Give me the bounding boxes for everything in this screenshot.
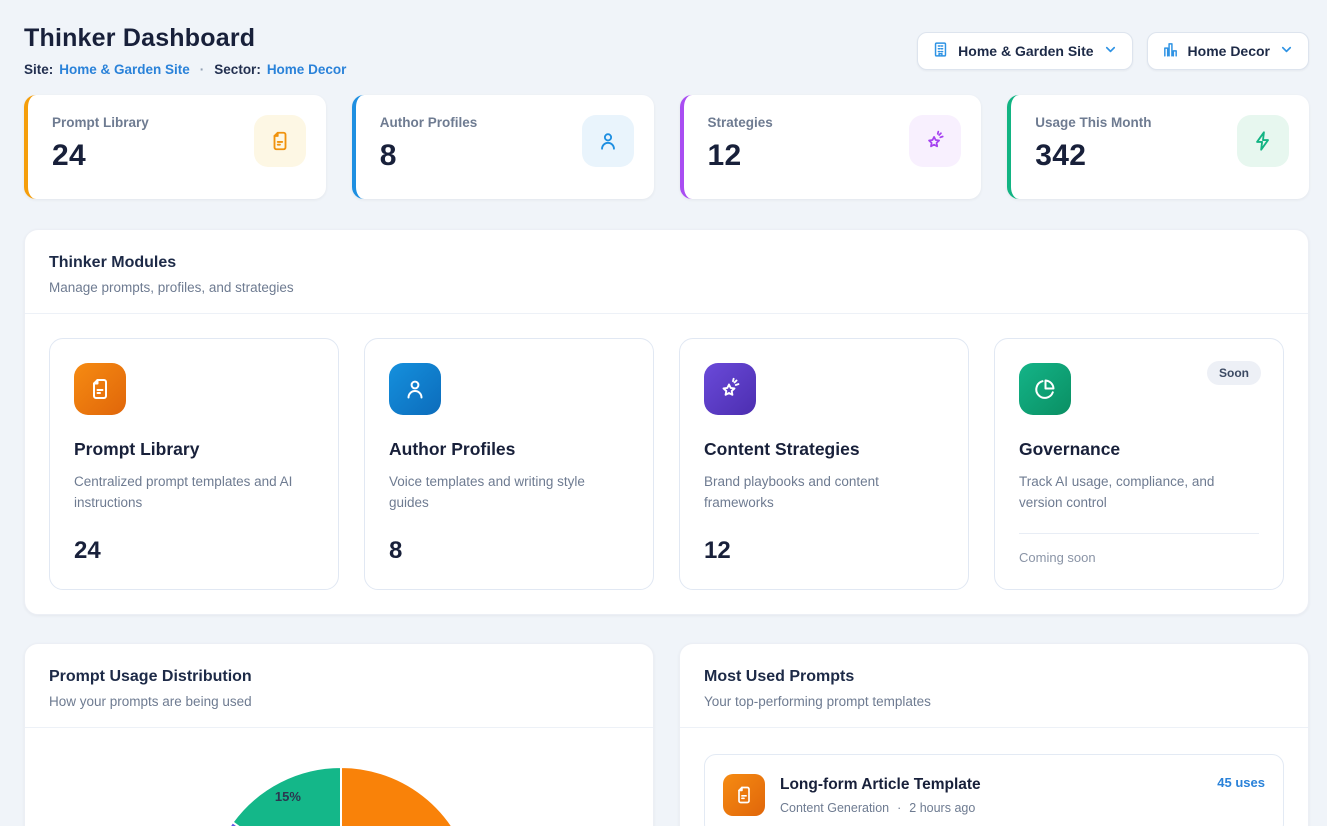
chevron-down-icon — [1279, 42, 1294, 60]
prompts-title: Most Used Prompts — [704, 668, 1284, 686]
module-description: Voice templates and writing style guides — [389, 472, 619, 514]
module-description: Brand playbooks and content frameworks — [704, 472, 934, 514]
document-icon — [74, 363, 126, 415]
usage-chart-subtitle: How your prompts are being used — [49, 694, 629, 709]
header-left: Thinker Dashboard Site: Home & Garden Si… — [24, 24, 346, 77]
modules-subtitle: Manage prompts, profiles, and strategies — [49, 280, 1284, 295]
document-icon — [723, 774, 765, 816]
sector-selector-label: Home Decor — [1188, 43, 1270, 59]
stat-card-author-profiles: Author Profiles 8 — [352, 95, 654, 199]
site-selector-label: Home & Garden Site — [958, 43, 1093, 59]
stat-label: Prompt Library — [52, 115, 149, 130]
module-count: 8 — [389, 537, 629, 565]
user-icon — [582, 115, 634, 167]
module-card-prompt-library[interactable]: Prompt Library Centralized prompt templa… — [49, 338, 339, 590]
stat-value: 342 — [1035, 139, 1151, 173]
bar-chart-icon — [1162, 41, 1179, 61]
soon-badge: Soon — [1207, 361, 1261, 385]
module-title: Governance — [1019, 439, 1259, 460]
stat-card-usage: Usage This Month 342 — [1007, 95, 1309, 199]
page-title: Thinker Dashboard — [24, 24, 346, 53]
stat-value: 8 — [380, 139, 478, 173]
donut-chart: 15% — [25, 728, 653, 826]
stat-value: 12 — [708, 139, 773, 173]
site-selector-button[interactable]: Home & Garden Site — [917, 32, 1132, 70]
user-icon — [389, 363, 441, 415]
stat-value: 24 — [52, 139, 149, 173]
pie-chart-icon — [1019, 363, 1071, 415]
prompt-category: Content Generation — [780, 801, 889, 815]
prompt-uses-badge: 45 uses — [1217, 775, 1265, 790]
module-description: Track AI usage, compliance, and version … — [1019, 472, 1249, 514]
module-card-governance[interactable]: Soon Governance Track AI usage, complian… — [994, 338, 1284, 590]
site-label: Site: — [24, 62, 53, 77]
building-icon — [932, 41, 949, 61]
bottom-row: Prompt Usage Distribution How your promp… — [24, 643, 1309, 826]
module-description: Centralized prompt templates and AI inst… — [74, 472, 304, 514]
usage-chart-title: Prompt Usage Distribution — [49, 668, 629, 686]
modules-grid: Prompt Library Centralized prompt templa… — [25, 314, 1308, 614]
module-card-content-strategies[interactable]: Content Strategies Brand playbooks and c… — [679, 338, 969, 590]
sector-label: Sector: — [214, 62, 261, 77]
sparkle-star-icon — [909, 115, 961, 167]
prompt-list: Long-form Article Template Content Gener… — [680, 728, 1308, 826]
module-card-author-profiles[interactable]: Author Profiles Voice templates and writ… — [364, 338, 654, 590]
stat-card-strategies: Strategies 12 — [680, 95, 982, 199]
module-title: Content Strategies — [704, 439, 944, 460]
chevron-down-icon — [1103, 42, 1118, 60]
most-used-prompts-panel: Most Used Prompts Your top-performing pr… — [679, 643, 1309, 826]
page-header: Thinker Dashboard Site: Home & Garden Si… — [24, 24, 1309, 77]
stat-label: Usage This Month — [1035, 115, 1151, 130]
lightning-icon — [1237, 115, 1289, 167]
stat-label: Strategies — [708, 115, 773, 130]
document-icon — [254, 115, 306, 167]
separator-dot: · — [897, 801, 901, 815]
thinker-modules-panel: Thinker Modules Manage prompts, profiles… — [24, 229, 1309, 615]
sector-link[interactable]: Home Decor — [267, 62, 347, 77]
module-count: 24 — [74, 537, 314, 565]
coming-soon-text: Coming soon — [1019, 533, 1259, 565]
prompt-list-item[interactable]: Long-form Article Template Content Gener… — [704, 754, 1284, 826]
breadcrumb: Site: Home & Garden Site · Sector: Home … — [24, 62, 346, 77]
site-link[interactable]: Home & Garden Site — [59, 62, 190, 77]
module-title: Author Profiles — [389, 439, 629, 460]
sector-selector-button[interactable]: Home Decor — [1147, 32, 1309, 70]
separator-dot: · — [196, 62, 209, 77]
prompt-title: Long-form Article Template — [780, 776, 981, 794]
sparkle-star-icon — [704, 363, 756, 415]
module-count: 12 — [704, 537, 944, 565]
usage-distribution-panel: Prompt Usage Distribution How your promp… — [24, 643, 654, 826]
stats-row: Prompt Library 24 Author Profiles 8 Stra… — [24, 95, 1309, 199]
prompt-timestamp: 2 hours ago — [909, 801, 975, 815]
module-title: Prompt Library — [74, 439, 314, 460]
header-actions: Home & Garden Site Home Decor — [917, 32, 1309, 70]
modules-title: Thinker Modules — [49, 254, 1284, 272]
stat-card-prompt-library: Prompt Library 24 — [24, 95, 326, 199]
stat-label: Author Profiles — [380, 115, 478, 130]
prompts-subtitle: Your top-performing prompt templates — [704, 694, 1284, 709]
svg-text:15%: 15% — [275, 789, 301, 804]
